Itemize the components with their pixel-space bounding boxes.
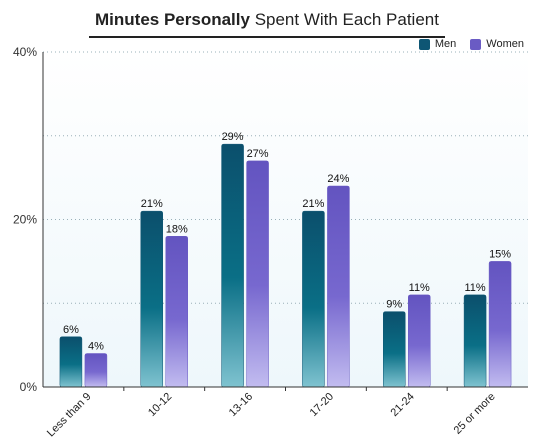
bar-women-0 bbox=[84, 353, 108, 388]
data-label-men-3: 21% bbox=[302, 198, 324, 210]
data-label-men-4: 9% bbox=[386, 299, 402, 311]
x-tick-label-2: 13-16 bbox=[227, 391, 255, 419]
data-label-women-3: 24% bbox=[327, 173, 349, 185]
chart-title: Minutes Personally Spent With Each Patie… bbox=[89, 10, 445, 38]
legend-label-men: Men bbox=[434, 38, 457, 50]
data-label-men-0: 6% bbox=[63, 324, 79, 336]
legend-item-men: Men bbox=[418, 38, 457, 50]
grid-layer bbox=[43, 51, 528, 387]
y-tick-label-20: 20% bbox=[13, 213, 37, 227]
legend-item-women: Women bbox=[470, 38, 524, 50]
x-tick-label-5: 25 or more bbox=[452, 391, 498, 437]
legend-swatch-men bbox=[418, 38, 430, 50]
x-tick-label-3: 17-20 bbox=[308, 391, 336, 419]
x-tick-label-4: 21-24 bbox=[388, 391, 416, 419]
bar-men-2 bbox=[221, 143, 244, 388]
y-tick-label-40: 40% bbox=[13, 45, 37, 59]
bar-women-1 bbox=[165, 236, 188, 388]
chart-title-bold: Minutes Personally bbox=[95, 10, 250, 29]
data-label-women-0: 4% bbox=[88, 341, 104, 353]
chart-title-wrap: Minutes Personally Spent With Each Patie… bbox=[0, 10, 534, 38]
data-label-women-4: 11% bbox=[409, 282, 430, 294]
data-label-men-5: 11% bbox=[464, 282, 485, 294]
bar-women-5 bbox=[488, 261, 512, 388]
bar-men-0 bbox=[59, 336, 83, 388]
legend-label-women: Women bbox=[486, 38, 524, 50]
bar-women-4 bbox=[408, 294, 431, 388]
labels-layer: 6% 4% 21% 18% 29%27% 21% 24% 9% 11% 11% 15% bbox=[63, 131, 511, 352]
bar-men-3 bbox=[302, 210, 325, 388]
y-tick-label-0: 0% bbox=[20, 380, 38, 394]
legend-swatch-women bbox=[470, 38, 482, 50]
bar-men-5 bbox=[463, 294, 487, 388]
data-label-women-2: 27% bbox=[247, 148, 269, 160]
bar-women-2 bbox=[246, 160, 269, 388]
data-label-women-5: 15% bbox=[489, 248, 511, 260]
data-label-men-1: 21% bbox=[141, 198, 163, 210]
data-label-men-2: 29% bbox=[222, 131, 244, 143]
data-label-women-1: 18% bbox=[166, 223, 188, 235]
x-tick-label-1: 10-12 bbox=[146, 391, 174, 419]
legend: Men Women bbox=[418, 38, 524, 50]
bar-men-4 bbox=[383, 311, 406, 388]
bars-layer bbox=[59, 143, 512, 388]
bar-women-3 bbox=[327, 185, 350, 388]
chart-title-rest: Spent With Each Patient bbox=[254, 10, 439, 29]
bar-men-1 bbox=[140, 210, 163, 388]
x-tick-label-0: Less than 9 bbox=[45, 391, 94, 440]
